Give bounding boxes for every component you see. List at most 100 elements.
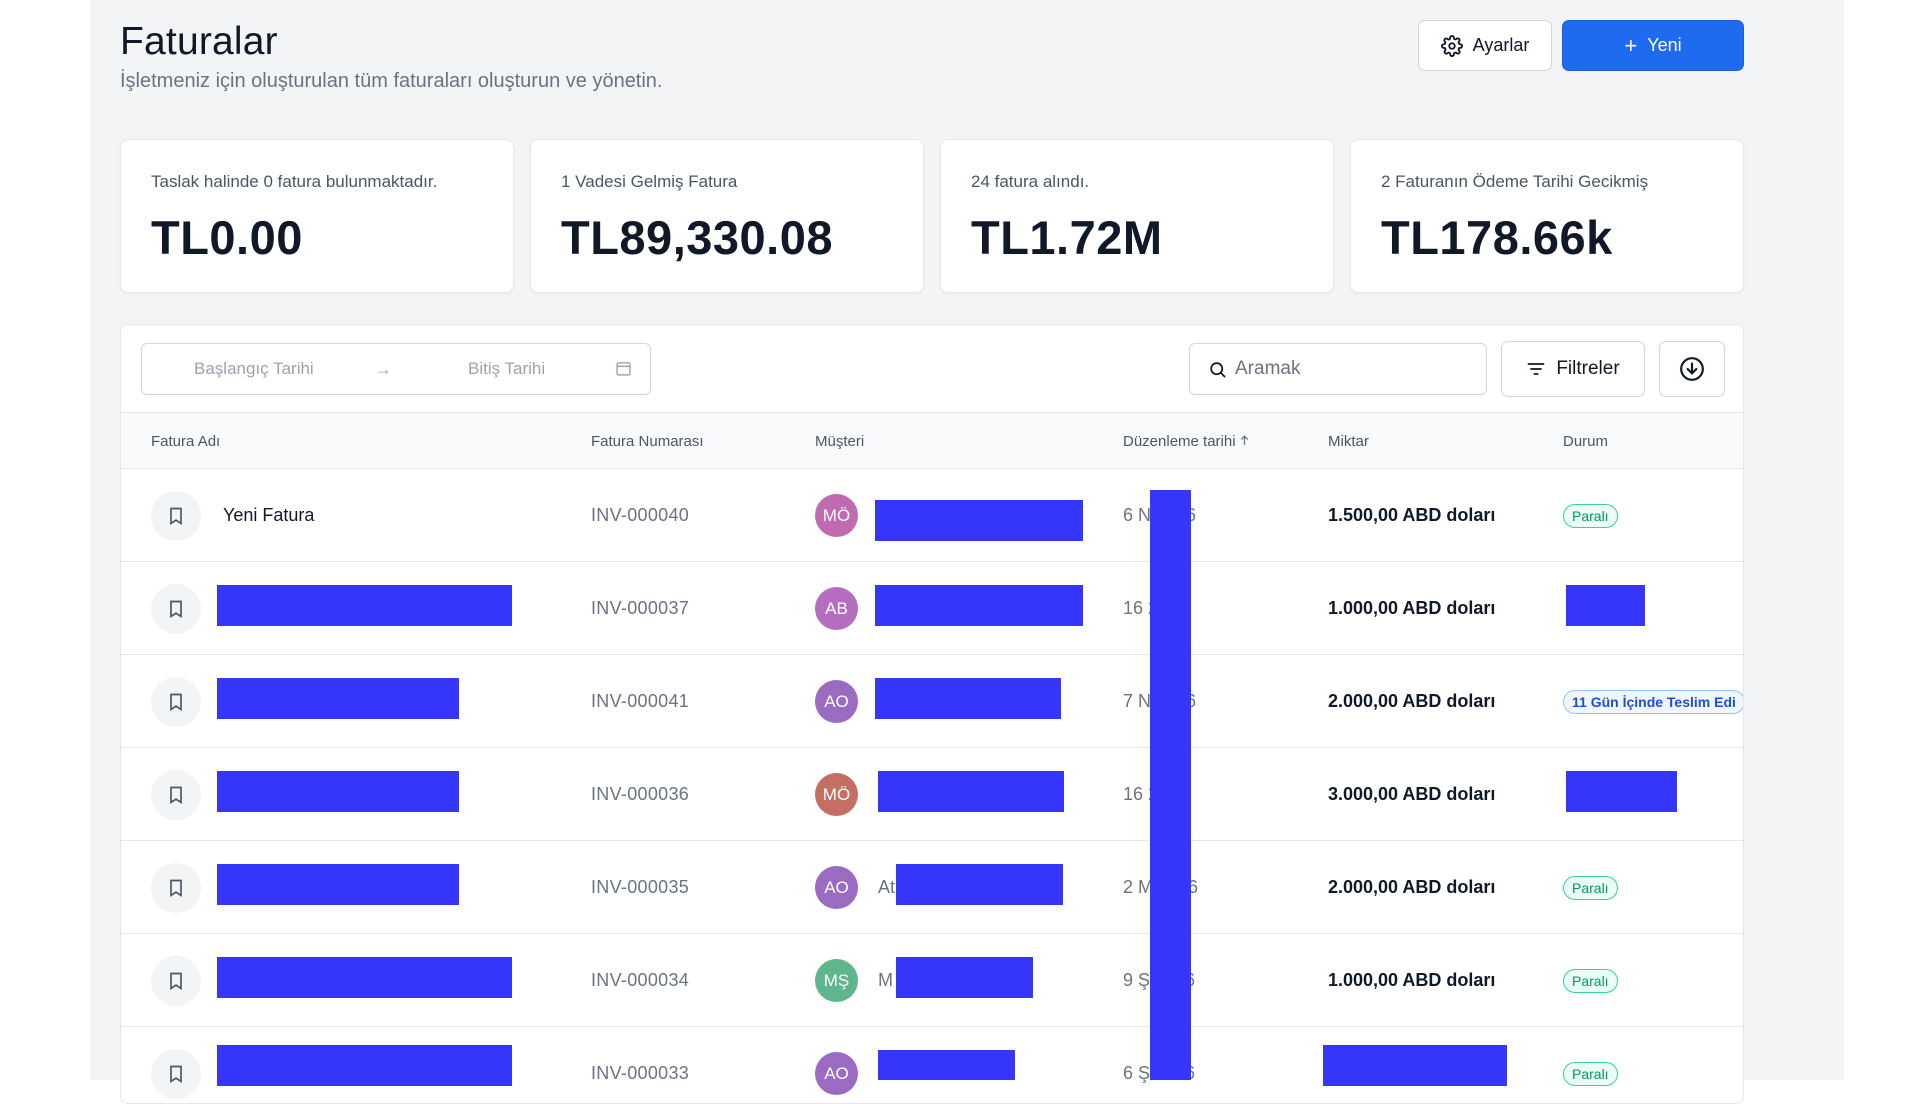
redaction-block bbox=[217, 864, 459, 905]
redaction-block bbox=[217, 957, 512, 998]
new-invoice-button[interactable]: + Yeni bbox=[1562, 20, 1744, 71]
col-customer[interactable]: Müşteri bbox=[815, 433, 865, 450]
status-cell: 11 Gün İçinde Teslim Edi bbox=[1563, 655, 1743, 748]
invoice-amount: 2.000,00 ABD doları bbox=[1328, 877, 1496, 897]
table-row[interactable]: INV-000034 MŞ M 9 Ş 2026 1.000,00 ABD do… bbox=[121, 934, 1743, 1027]
gear-icon bbox=[1440, 34, 1463, 57]
status-cell: Paralı bbox=[1563, 934, 1618, 1027]
customer-cell: AO At bbox=[815, 841, 895, 934]
calendar-icon bbox=[616, 362, 631, 376]
stat-label: 2 Faturanın Ödeme Tarihi Gecikmiş bbox=[1381, 172, 1649, 191]
date-range-picker[interactable]: Başlangıç Tarihi → Bitiş Tarihi bbox=[141, 343, 651, 395]
redaction-block bbox=[217, 678, 459, 719]
amount-cell: 3.000,00 ABD doları bbox=[1328, 748, 1495, 841]
search-icon bbox=[1210, 361, 1226, 377]
status-badge: Paralı bbox=[1563, 875, 1618, 900]
avatar: MÖ bbox=[815, 773, 858, 816]
customer-cell: AO bbox=[815, 1027, 878, 1103]
filters-label: Filtreler bbox=[1556, 358, 1620, 379]
plus-icon: + bbox=[1624, 32, 1638, 58]
redaction-block bbox=[875, 500, 1083, 541]
amount-cell: 2.000,00 ABD doları bbox=[1328, 655, 1495, 748]
invoice-number[interactable]: INV-000041 bbox=[591, 691, 690, 711]
number-cell: INV-000041 bbox=[591, 655, 689, 748]
col-amount[interactable]: Miktar bbox=[1328, 433, 1369, 450]
stat-value: TL1.72M bbox=[971, 211, 1163, 264]
bookmark-icon bbox=[151, 1048, 201, 1099]
avatar: MÖ bbox=[815, 494, 858, 537]
invoice-amount: 1.500,00 ABD doları bbox=[1328, 505, 1496, 525]
status-cell: Paralı bbox=[1563, 1027, 1618, 1103]
invoice-number[interactable]: INV-000034 bbox=[591, 970, 690, 990]
amount-cell: 1.000,00 ABD doları bbox=[1328, 934, 1495, 1027]
invoice-number[interactable]: INV-000037 bbox=[591, 598, 690, 618]
stat-value: TL0.00 bbox=[151, 211, 303, 264]
status-cell: Paralı bbox=[1563, 469, 1618, 562]
customer-cell: MŞ M bbox=[815, 934, 893, 1027]
amount-cell: 1.500,00 ABD doları bbox=[1328, 469, 1495, 562]
avatar: AO bbox=[815, 866, 858, 909]
customer-cell: MÖ bbox=[815, 469, 878, 562]
table-row[interactable]: eği INV-000036 MÖ 16 2026 3.000,00 ABD d… bbox=[121, 748, 1743, 841]
table-row[interactable]: INV-000035 AO At 2 M 2026 2.000,00 ABD d… bbox=[121, 841, 1743, 934]
settings-button[interactable]: Ayarlar bbox=[1418, 20, 1552, 71]
search-box[interactable] bbox=[1189, 343, 1487, 395]
customer-cell: MÖ bbox=[815, 748, 878, 841]
status-badge: 11 Gün İçinde Teslim Edi bbox=[1563, 689, 1743, 714]
redaction-block bbox=[217, 585, 512, 626]
avatar: AO bbox=[815, 1052, 858, 1095]
redaction-block bbox=[1566, 771, 1677, 812]
redaction-block bbox=[878, 1050, 1015, 1080]
redaction-block bbox=[1323, 1045, 1507, 1086]
avatar: MŞ bbox=[815, 959, 858, 1002]
page-subtitle: İşletmeniz için oluşturulan tüm faturala… bbox=[120, 70, 663, 92]
table-row[interactable]: INV-000041 AO 7 N 2026 2.000,00 ABD dola… bbox=[121, 655, 1743, 748]
doc-cell bbox=[151, 841, 201, 934]
stat-card-overdue: 2 Faturanın Ödeme Tarihi Gecikmiş TL178.… bbox=[1350, 139, 1744, 293]
redaction-block bbox=[878, 771, 1064, 812]
doc-cell bbox=[151, 1027, 201, 1103]
invoice-amount: 1.000,00 ABD doları bbox=[1328, 598, 1496, 618]
bookmark-icon bbox=[151, 583, 201, 634]
number-cell: INV-000040 bbox=[591, 469, 689, 562]
status-cell: Paralı bbox=[1563, 841, 1618, 934]
col-number[interactable]: Fatura Numarası bbox=[591, 433, 704, 450]
invoice-name[interactable]: Yeni Fatura bbox=[223, 505, 315, 525]
settings-label: Ayarlar bbox=[1472, 35, 1530, 55]
col-status[interactable]: Durum bbox=[1563, 433, 1609, 450]
filters-button[interactable]: Filtreler bbox=[1501, 341, 1645, 397]
stat-card-draft: Taslak halinde 0 fatura bulunmaktadır. T… bbox=[120, 139, 514, 293]
page-header: Faturalar İşletmeniz için oluşturulan tü… bbox=[120, 20, 1744, 100]
search-input[interactable] bbox=[1235, 358, 1465, 380]
page-title: Faturalar bbox=[120, 20, 278, 63]
stat-value: TL89,330.08 bbox=[561, 211, 834, 264]
invoice-number[interactable]: INV-000040 bbox=[591, 505, 690, 525]
redaction-block bbox=[217, 771, 459, 812]
customer-cell: AB bbox=[815, 562, 878, 655]
customer-cell: AO bbox=[815, 655, 878, 748]
status-badge: Paralı bbox=[1563, 1061, 1618, 1086]
col-date-label: Düzenleme tarihi bbox=[1123, 433, 1236, 450]
end-date-placeholder: Bitiş Tarihi bbox=[468, 359, 546, 378]
doc-cell bbox=[151, 934, 201, 1027]
doc-cell bbox=[151, 562, 201, 655]
customer-name: At bbox=[878, 877, 896, 897]
download-button[interactable] bbox=[1659, 341, 1725, 397]
table-row[interactable]: Yeni Fatura INV-000040 MÖ 6 N 2026 1.500… bbox=[121, 469, 1743, 562]
col-date[interactable]: Düzenleme tarihi bbox=[1123, 433, 1251, 450]
col-name[interactable]: Fatura Adı bbox=[151, 433, 221, 450]
avatar: AB bbox=[815, 587, 858, 630]
invoice-number[interactable]: INV-000033 bbox=[591, 1063, 690, 1083]
table-toolbar: Başlangıç Tarihi → Bitiş Tarihi Filtrele… bbox=[121, 325, 1743, 413]
invoice-number[interactable]: INV-000035 bbox=[591, 877, 690, 897]
redaction-block bbox=[896, 864, 1063, 905]
bookmark-icon bbox=[151, 862, 201, 913]
start-date-placeholder: Başlangıç Tarihi bbox=[194, 359, 314, 378]
table-row[interactable]: INV-000037 AB 16 2026 1.000,00 ABD dolar… bbox=[121, 562, 1743, 655]
amount-cell: 2.000,00 ABD doları bbox=[1328, 841, 1495, 934]
invoice-number[interactable]: INV-000036 bbox=[591, 784, 690, 804]
number-cell: INV-000037 bbox=[591, 562, 689, 655]
download-icon bbox=[1680, 357, 1704, 381]
arrow-up-icon bbox=[1240, 435, 1248, 445]
header-actions: Ayarlar + Yeni bbox=[1418, 20, 1744, 71]
